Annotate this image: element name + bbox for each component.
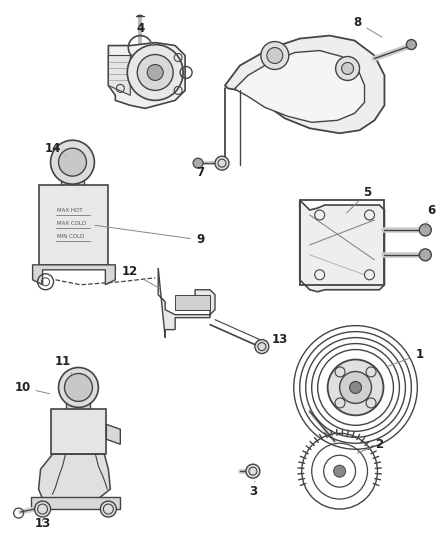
Circle shape bbox=[339, 372, 371, 403]
Circle shape bbox=[336, 56, 360, 80]
Polygon shape bbox=[60, 175, 85, 185]
Polygon shape bbox=[67, 399, 90, 409]
Polygon shape bbox=[39, 185, 108, 265]
Text: 3: 3 bbox=[249, 481, 257, 498]
Circle shape bbox=[127, 45, 183, 100]
Circle shape bbox=[35, 501, 50, 517]
Text: 8: 8 bbox=[353, 16, 382, 37]
Circle shape bbox=[147, 64, 163, 80]
Circle shape bbox=[334, 465, 346, 477]
Circle shape bbox=[215, 156, 229, 170]
Text: 5: 5 bbox=[346, 185, 371, 213]
Circle shape bbox=[100, 501, 117, 517]
Text: 13: 13 bbox=[266, 333, 288, 346]
Circle shape bbox=[64, 374, 92, 401]
Text: 12: 12 bbox=[122, 265, 160, 288]
Text: MIN COLD: MIN COLD bbox=[57, 234, 84, 239]
Polygon shape bbox=[108, 43, 185, 108]
Text: 13: 13 bbox=[35, 518, 51, 530]
Polygon shape bbox=[106, 424, 120, 444]
Polygon shape bbox=[32, 265, 115, 285]
Text: 1: 1 bbox=[387, 348, 424, 367]
Text: MAX COLD: MAX COLD bbox=[57, 221, 86, 226]
Circle shape bbox=[255, 340, 269, 353]
Text: 9: 9 bbox=[95, 225, 204, 246]
Circle shape bbox=[59, 367, 99, 407]
Circle shape bbox=[193, 158, 203, 168]
Circle shape bbox=[261, 42, 289, 69]
Polygon shape bbox=[50, 409, 106, 454]
Circle shape bbox=[342, 62, 353, 75]
Polygon shape bbox=[225, 36, 385, 133]
Circle shape bbox=[137, 54, 173, 91]
Polygon shape bbox=[158, 268, 215, 337]
Circle shape bbox=[50, 140, 95, 184]
Circle shape bbox=[59, 148, 86, 176]
Circle shape bbox=[350, 382, 361, 393]
Circle shape bbox=[419, 249, 431, 261]
Polygon shape bbox=[235, 51, 364, 122]
Polygon shape bbox=[175, 295, 210, 310]
Circle shape bbox=[406, 39, 417, 50]
Text: 4: 4 bbox=[136, 22, 154, 46]
Text: MAX HOT: MAX HOT bbox=[57, 208, 82, 213]
Polygon shape bbox=[108, 55, 130, 95]
Circle shape bbox=[328, 360, 383, 415]
Circle shape bbox=[419, 224, 431, 236]
Text: 14: 14 bbox=[44, 142, 66, 157]
Polygon shape bbox=[31, 497, 120, 509]
Text: 2: 2 bbox=[357, 438, 384, 453]
Polygon shape bbox=[39, 454, 110, 504]
Circle shape bbox=[246, 464, 260, 478]
Text: 11: 11 bbox=[54, 355, 72, 375]
Text: 10: 10 bbox=[14, 381, 50, 394]
Polygon shape bbox=[300, 200, 385, 292]
Text: 7: 7 bbox=[196, 163, 210, 179]
Circle shape bbox=[267, 47, 283, 63]
Text: 6: 6 bbox=[425, 204, 435, 227]
